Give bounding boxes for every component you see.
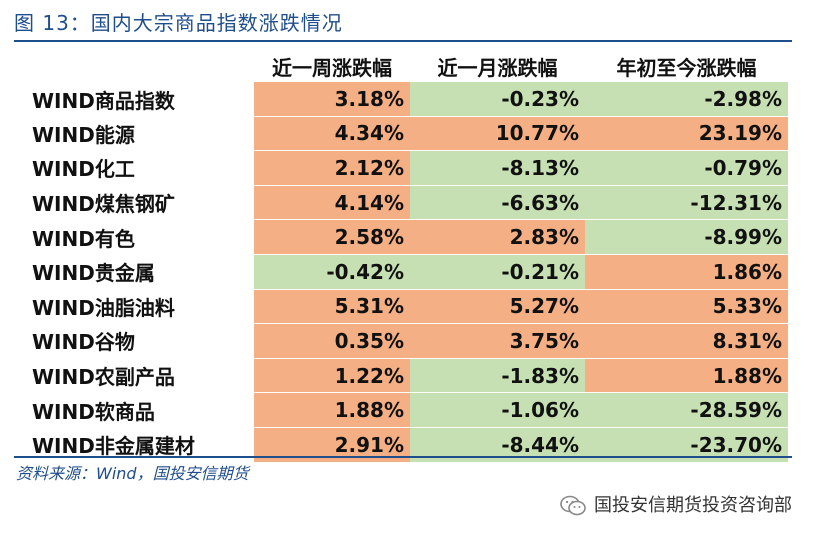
header-month: 近一月涨跌幅	[437, 55, 558, 80]
table-row: WIND有色 2.58% 2.83% -8.99%	[24, 219, 788, 255]
row-label: WIND油脂油料	[32, 295, 175, 320]
cell-month: -6.63%	[410, 185, 585, 221]
header-name	[24, 50, 254, 82]
watermark-text: 国投安信期货投资咨询部	[594, 495, 792, 516]
row-label: WIND谷物	[32, 330, 135, 355]
cell-week: 1.22%	[254, 358, 410, 394]
header-row: 近一周涨跌幅 近一月涨跌幅 年初至今涨跌幅	[24, 50, 788, 82]
cell-ytd: 1.88%	[585, 358, 788, 394]
cell-week: 4.34%	[254, 116, 410, 152]
cell-month: -1.83%	[410, 358, 585, 394]
row-label: WIND化工	[32, 157, 135, 182]
cell-month: 5.27%	[410, 289, 585, 325]
cell-week: 2.58%	[254, 219, 410, 255]
row-label: WIND能源	[32, 122, 135, 147]
commodity-index-table: 近一周涨跌幅 近一月涨跌幅 年初至今涨跌幅 WIND商品指数 3.18% -0.23…	[24, 50, 788, 463]
table-row: WIND化工 2.12% -8.13% -0.79%	[24, 150, 788, 186]
table-row: WIND商品指数 3.18% -0.23% -2.98%	[24, 82, 788, 117]
cell-month: -1.06%	[410, 392, 585, 428]
cell-ytd: 5.33%	[585, 289, 788, 325]
cell-ytd: -12.31%	[585, 185, 788, 221]
cell-ytd: 1.86%	[585, 254, 788, 290]
row-label: WIND非金属建材	[32, 434, 195, 459]
header-week: 近一周涨跌幅	[272, 55, 392, 80]
cell-week: 3.18%	[254, 82, 410, 117]
cell-week: 1.88%	[254, 392, 410, 428]
cell-ytd: -8.99%	[585, 219, 788, 255]
cell-month: 2.83%	[410, 219, 585, 255]
cell-week: 4.14%	[254, 185, 410, 221]
table-row: WIND贵金属 -0.42% -0.21% 1.86%	[24, 254, 788, 290]
top-divider	[14, 40, 792, 42]
cell-ytd: 23.19%	[585, 116, 788, 152]
row-label: WIND有色	[32, 226, 135, 251]
cell-week: 0.35%	[254, 323, 410, 359]
cell-month: 10.77%	[410, 116, 585, 152]
table-row: WIND谷物 0.35% 3.75% 8.31%	[24, 323, 788, 359]
table-row: WIND能源 4.34% 10.77% 23.19%	[24, 116, 788, 152]
row-label: WIND软商品	[32, 399, 155, 424]
cell-ytd: -28.59%	[585, 392, 788, 428]
cell-month: -0.21%	[410, 254, 585, 290]
cell-month: -8.13%	[410, 150, 585, 186]
cell-week: 5.31%	[254, 289, 410, 325]
cell-week: -0.42%	[254, 254, 410, 290]
watermark: 国投安信期货投资咨询部	[560, 492, 792, 520]
row-label: WIND商品指数	[32, 88, 175, 113]
cell-ytd: 8.31%	[585, 323, 788, 359]
row-label: WIND贵金属	[32, 261, 155, 286]
table-row: WIND油脂油料 5.31% 5.27% 5.33%	[24, 289, 788, 325]
cell-month: -0.23%	[410, 82, 585, 117]
table-row: WIND煤焦钢矿 4.14% -6.63% -12.31%	[24, 185, 788, 221]
cell-week: 2.91%	[254, 427, 410, 463]
cell-ytd: -0.79%	[585, 150, 788, 186]
cell-ytd: -2.98%	[585, 82, 788, 117]
row-label: WIND农副产品	[32, 365, 175, 390]
bottom-divider	[14, 456, 792, 458]
figure-caption: 图 13：国内大宗商品指数涨跌情况	[14, 11, 343, 35]
source-note: 资料来源：Wind，国投安信期货	[16, 464, 249, 483]
cell-month: 3.75%	[410, 323, 585, 359]
cell-week: 2.12%	[254, 150, 410, 186]
table-row: WIND农副产品 1.22% -1.83% 1.88%	[24, 358, 788, 394]
row-label: WIND煤焦钢矿	[32, 192, 175, 217]
wechat-icon	[560, 495, 586, 516]
table-row: WIND软商品 1.88% -1.06% -28.59%	[24, 392, 788, 428]
header-ytd: 年初至今涨跌幅	[616, 55, 757, 80]
